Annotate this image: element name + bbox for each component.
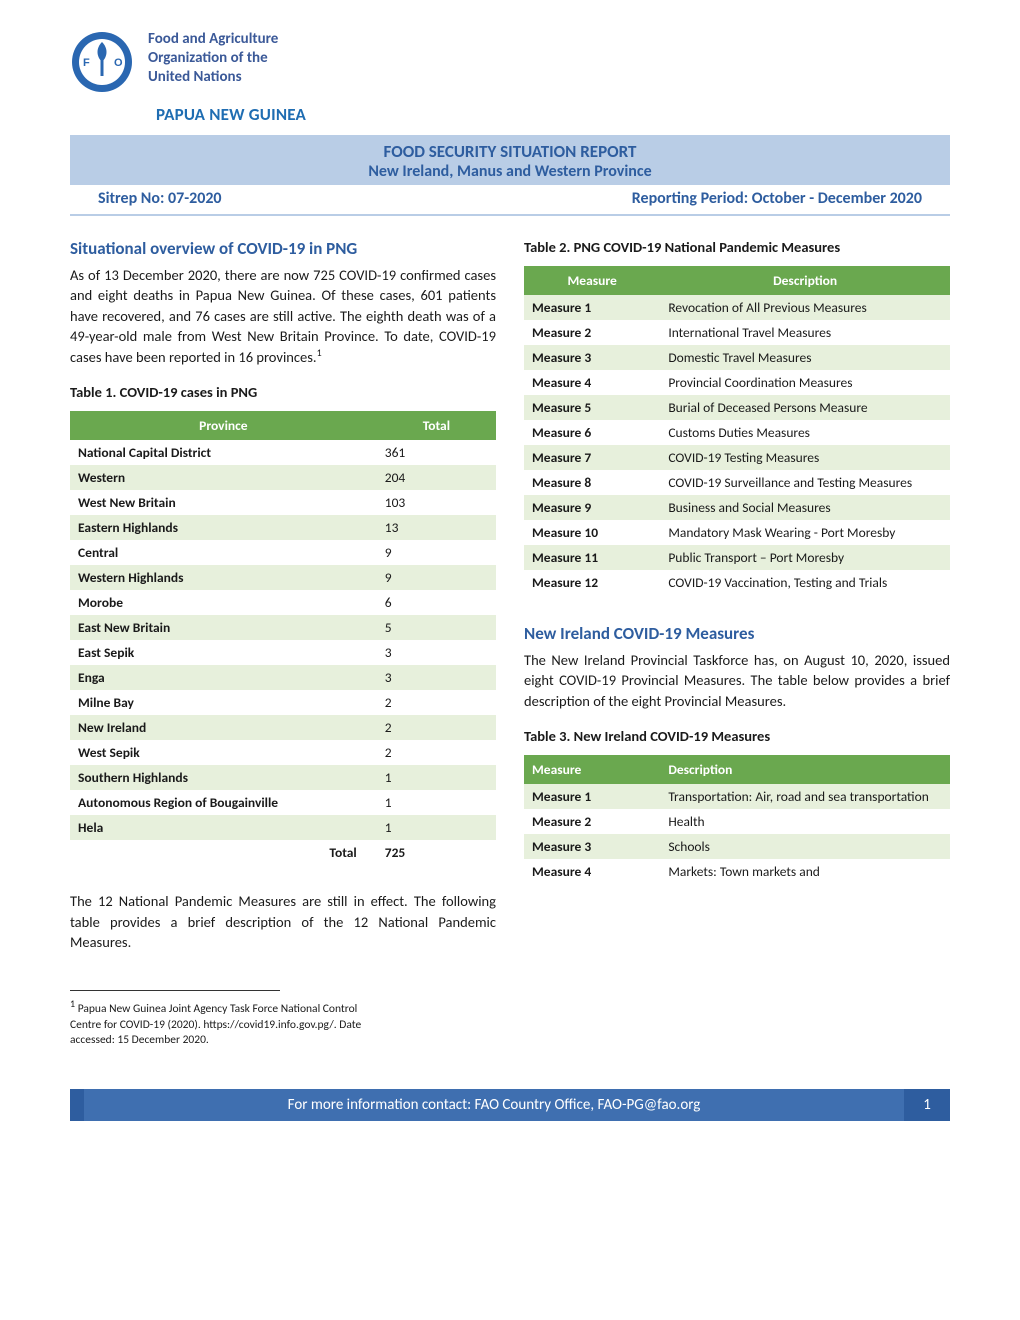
table-row: Measure 1Transportation: Air, road and s… (524, 784, 950, 809)
table-row: Western204 (70, 465, 496, 490)
sitrep-no: Sitrep No: 07-2020 (98, 189, 222, 208)
table-row: Milne Bay2 (70, 690, 496, 715)
content-columns: Situational overview of COVID-19 in PNG … (70, 238, 950, 1049)
table3-col-measure: Measure (524, 755, 660, 784)
mid-paragraph: The 12 National Pandemic Measures are st… (70, 891, 496, 952)
org-line3: United Nations (148, 68, 278, 87)
table-row: Measure 8COVID-19 Surveillance and Testi… (524, 470, 950, 495)
section2-paragraph: The New Ireland Provincial Taskforce has… (524, 650, 950, 711)
footnote-ref: 1 (317, 346, 322, 359)
table-row: Measure 6Customs Duties Measures (524, 420, 950, 445)
table-row: West New Britain103 (70, 490, 496, 515)
footer-accent (70, 1089, 84, 1121)
table2: Measure Description Measure 1Revocation … (524, 266, 950, 595)
table3-col-desc: Description (660, 755, 950, 784)
table2-col-desc: Description (660, 266, 950, 295)
table3-caption: Table 3. New Ireland COVID-19 Measures (524, 727, 950, 745)
table1-total-row: Total725 (70, 840, 496, 865)
table-row: Measure 11Public Transport – Port Moresb… (524, 545, 950, 570)
fao-logo: F O (70, 30, 134, 98)
footnote-text: Papua New Guinea Joint Agency Task Force… (70, 1002, 361, 1047)
report-subtitle: New Ireland, Manus and Western Province (70, 162, 950, 181)
table-row: Measure 7COVID-19 Testing Measures (524, 445, 950, 470)
table-row: Measure 1Revocation of All Previous Meas… (524, 295, 950, 320)
section2-heading: New Ireland COVID-19 Measures (524, 623, 950, 644)
meta-bar: Sitrep No: 07-2020 Reporting Period: Oct… (70, 185, 950, 216)
right-column: Table 2. PNG COVID-19 National Pandemic … (524, 238, 950, 1049)
table-row: East New Britain5 (70, 615, 496, 640)
left-column: Situational overview of COVID-19 in PNG … (70, 238, 496, 1049)
footer-text: For more information contact: FAO Countr… (84, 1089, 904, 1121)
svg-text:F: F (83, 57, 90, 69)
section1-paragraph: As of 13 December 2020, there are now 72… (70, 265, 496, 367)
header: F O Food and Agriculture Organization of… (70, 30, 950, 98)
table-row: Southern Highlands1 (70, 765, 496, 790)
table1-col-province: Province (70, 411, 377, 440)
table-row: Measure 4Markets: Town markets and (524, 859, 950, 884)
report-title: FOOD SECURITY SITUATION REPORT (70, 141, 950, 162)
table2-col-measure: Measure (524, 266, 660, 295)
table-row: Morobe6 (70, 590, 496, 615)
footer-bar: For more information contact: FAO Countr… (70, 1089, 950, 1121)
table1: Province Total National Capital District… (70, 411, 496, 865)
table-row: Measure 5Burial of Deceased Persons Meas… (524, 395, 950, 420)
table-row: West Sepik2 (70, 740, 496, 765)
table-row: Measure 3Schools (524, 834, 950, 859)
table-row: East Sepik3 (70, 640, 496, 665)
table-row: Western Highlands9 (70, 565, 496, 590)
table-row: Enga3 (70, 665, 496, 690)
table2-caption: Table 2. PNG COVID-19 National Pandemic … (524, 238, 950, 256)
table1-col-total: Total (377, 411, 496, 440)
section1-heading: Situational overview of COVID-19 in PNG (70, 238, 496, 259)
table-row: Measure 2International Travel Measures (524, 320, 950, 345)
table-row: Measure 12COVID-19 Vaccination, Testing … (524, 570, 950, 595)
table-row: Hela1 (70, 815, 496, 840)
org-line1: Food and Agriculture (148, 30, 278, 49)
table3: Measure Description Measure 1Transportat… (524, 755, 950, 884)
footnote-rule (70, 990, 280, 991)
table-row: Eastern Highlands13 (70, 515, 496, 540)
footer-page-number: 1 (904, 1089, 950, 1121)
footnote: 1 Papua New Guinea Joint Agency Task For… (70, 997, 370, 1048)
table-row: Measure 9Business and Social Measures (524, 495, 950, 520)
table-row: Autonomous Region of Bougainville1 (70, 790, 496, 815)
table-row: Measure 10Mandatory Mask Wearing - Port … (524, 520, 950, 545)
country-name: PAPUA NEW GUINEA (156, 104, 950, 125)
table-row: New Ireland2 (70, 715, 496, 740)
table-row: Measure 2Health (524, 809, 950, 834)
table-row: Central9 (70, 540, 496, 565)
svg-text:O: O (114, 57, 123, 69)
title-bar: FOOD SECURITY SITUATION REPORT New Irela… (70, 135, 950, 185)
table-row: Measure 3Domestic Travel Measures (524, 345, 950, 370)
footnote-num: 1 (70, 997, 75, 1010)
reporting-period: Reporting Period: October - December 202… (632, 189, 922, 208)
table1-caption: Table 1. COVID-19 cases in PNG (70, 383, 496, 401)
org-name-block: Food and Agriculture Organization of the… (148, 30, 278, 86)
org-line2: Organization of the (148, 49, 278, 68)
table-row: National Capital District361 (70, 440, 496, 465)
table-row: Measure 4Provincial Coordination Measure… (524, 370, 950, 395)
